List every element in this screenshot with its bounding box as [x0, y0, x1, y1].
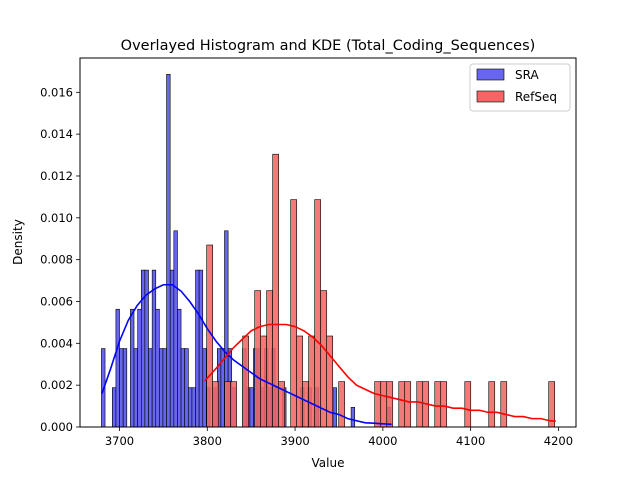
refseq-bar-5: [254, 290, 261, 428]
y-tick-label-3: 0.006: [40, 294, 73, 308]
legend-swatch-sra: [476, 68, 505, 81]
refseq-bar-22: [404, 381, 412, 428]
y-tick-label-0: 0.000: [40, 420, 73, 434]
sra-bar-10: [148, 348, 153, 428]
x-tick-label-3: 4000: [368, 434, 397, 448]
kde-lines: [101, 283, 556, 426]
sra-bar-8: [140, 269, 146, 428]
y-tick-label-7: 0.014: [40, 127, 73, 141]
x-tick-label-2: 3900: [280, 434, 309, 448]
y-tick-label-1: 0.002: [40, 378, 73, 392]
x-tick-label-0: 3700: [105, 434, 134, 448]
y-tick-label-2: 0.004: [40, 336, 73, 350]
x-axis-label: Value: [312, 456, 345, 470]
refseq-bar-12: [302, 381, 309, 428]
sra-kde-line: [101, 283, 392, 426]
sra-bar-23: [195, 269, 200, 428]
sra-bar-35: [249, 387, 254, 428]
y-axis-ticks: 0.000 0.002 0.004 0.006 0.008 0.010 0.012 0.014…: [40, 85, 80, 434]
refseq-bar-15: [320, 290, 328, 428]
sra-bar-22: [191, 387, 196, 428]
x-axis-ticks: 3700 3800 3900 4000 4100 4200: [105, 427, 573, 448]
refseq-bar-28: [488, 381, 496, 428]
legend-label-sra: SRA: [515, 68, 539, 82]
sra-bar-25: [202, 348, 207, 428]
legend-swatch-refseq: [476, 90, 505, 103]
sra-bar-13: [159, 348, 164, 428]
sra-bar-3: [119, 348, 124, 428]
refseq-bar-13: [308, 335, 315, 428]
y-tick-label-4: 0.008: [40, 253, 73, 267]
refseq-bar-3: [230, 381, 237, 428]
sra-bar-16: [169, 269, 175, 428]
x-tick-label-5: 4200: [544, 434, 573, 448]
sra-bar-6: [133, 348, 138, 428]
refseq-bar-20: [386, 381, 394, 428]
refseq-kde-line: [204, 323, 556, 422]
x-tick-label-4: 4100: [456, 434, 485, 448]
refseq-bar-11: [296, 335, 303, 428]
refseq-bar-4: [242, 335, 249, 428]
sra-bar-24: [198, 269, 204, 428]
sra-bar-11: [151, 269, 157, 428]
y-tick-label-5: 0.010: [40, 211, 73, 225]
y-tick-label-8: 0.016: [40, 85, 73, 99]
refseq-bar-21: [398, 381, 406, 428]
sra-bar-19: [180, 348, 185, 428]
refseq-bar-29: [500, 381, 508, 428]
y-tick-label-6: 0.012: [40, 169, 73, 183]
refseq-bar-26: [440, 381, 448, 428]
sra-bar-7: [137, 308, 142, 428]
sra-bar-48: [350, 407, 356, 428]
chart-title: Overlayed Histogram and KDE (Total_Codin…: [121, 38, 536, 54]
sra-bar-1: [112, 387, 117, 428]
sra-bar-2: [115, 308, 120, 428]
refseq-bar-2: [224, 381, 231, 428]
x-tick-label-1: 3800: [193, 434, 222, 448]
refseq-bar-7: [266, 290, 273, 428]
refseq-bar-1: [212, 381, 219, 428]
sra-bar-47: [332, 387, 337, 428]
legend: SRA RefSeq: [469, 63, 571, 112]
sra-bar-12: [155, 308, 160, 428]
sra-bar-17: [173, 230, 178, 428]
refseq-bar-27: [464, 381, 472, 428]
refseq-bar-17: [338, 381, 346, 428]
refseq-bar-23: [416, 381, 424, 428]
refseq-bar-19: [380, 381, 388, 428]
legend-label-refseq: RefSeq: [515, 90, 557, 104]
sra-bar-20: [184, 348, 189, 428]
refseq-bar-14: [314, 199, 321, 428]
y-axis-label: Density: [11, 219, 25, 265]
sra-bar-15: [166, 74, 171, 428]
sra-bar-18: [177, 308, 182, 428]
sra-bar-5: [130, 308, 135, 428]
refseq-bar-18: [374, 381, 382, 428]
sra-bar-14: [162, 348, 167, 428]
sra-bar-21: [188, 387, 193, 428]
sra-bar-4: [122, 348, 128, 428]
plot-frame: [79, 57, 577, 428]
refseq-bar-10: [290, 199, 297, 428]
refseq-bar-25: [434, 381, 442, 428]
